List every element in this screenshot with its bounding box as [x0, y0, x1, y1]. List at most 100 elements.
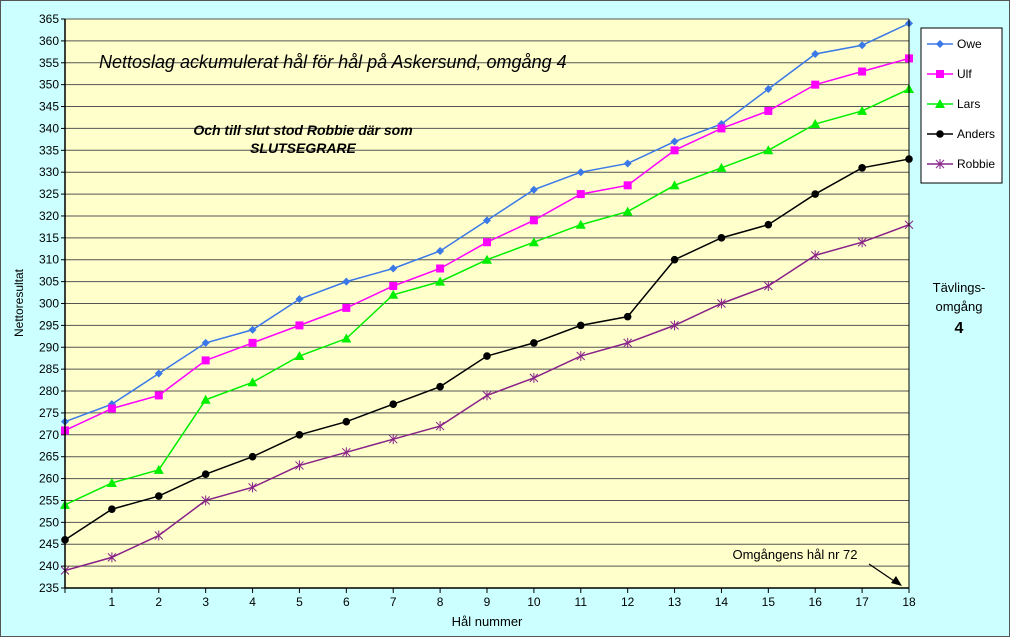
side-label-round-number: 4	[955, 320, 964, 337]
y-tick-label: 235	[39, 581, 59, 595]
legend-label: Owe	[957, 37, 982, 51]
y-tick-label: 265	[39, 450, 59, 464]
data-point	[107, 552, 117, 563]
data-point	[717, 234, 726, 242]
data-point	[669, 180, 680, 190]
data-point	[528, 237, 539, 247]
y-tick-label: 350	[39, 78, 59, 92]
data-point	[388, 434, 398, 445]
data-point	[670, 137, 679, 146]
x-tick-label: 6	[343, 595, 350, 609]
data-point	[201, 338, 210, 347]
series-owe	[61, 19, 913, 426]
x-tick-label: 12	[621, 595, 635, 609]
y-tick-label: 250	[39, 515, 59, 529]
data-point	[295, 431, 304, 439]
data-point	[388, 289, 399, 299]
series-robbie	[60, 219, 914, 576]
data-point	[295, 460, 304, 471]
legend-item-ulf: Ulf	[927, 67, 972, 81]
data-point	[764, 220, 773, 229]
data-point	[763, 280, 773, 291]
series-anders	[61, 155, 913, 544]
y-tick-label: 310	[39, 253, 59, 267]
data-point	[483, 238, 491, 247]
y-tick-label: 315	[39, 231, 59, 245]
data-point	[717, 124, 726, 133]
data-point	[436, 246, 445, 255]
data-point	[576, 168, 585, 177]
data-point	[295, 295, 304, 304]
data-point	[248, 452, 257, 461]
data-point	[247, 377, 258, 387]
legend-item-anders: Anders	[927, 127, 995, 141]
x-axis-label: Hål nummer	[452, 614, 523, 629]
data-point	[342, 303, 351, 312]
data-point	[201, 495, 211, 506]
y-tick-label: 255	[39, 493, 59, 507]
side-label-line-2: omgång	[936, 299, 983, 314]
x-tick-label: 8	[437, 595, 444, 609]
annotation-arrow	[868, 563, 898, 584]
data-point	[201, 356, 210, 365]
y-tick-label: 275	[39, 406, 59, 420]
data-point	[811, 190, 820, 198]
x-tick-label: 4	[249, 595, 256, 609]
legend-item-robbie: Robbie	[927, 157, 995, 171]
legend-item-lars: Lars	[927, 97, 980, 111]
subtitle-line-1: Och till slut stod Robbie där som	[193, 122, 412, 138]
y-tick-label: 260	[39, 472, 59, 486]
data-point	[342, 417, 351, 426]
data-point	[764, 85, 773, 94]
data-point	[670, 146, 679, 155]
chart-title: Nettoslag ackumulerat hål för hål på Ask…	[99, 52, 567, 72]
y-axis-label: Nettoresultat	[12, 268, 26, 337]
y-tick-label: 240	[39, 559, 59, 573]
data-point	[153, 464, 164, 474]
legend-marker	[936, 70, 944, 78]
data-point	[435, 276, 446, 286]
x-tick-label: 2	[155, 595, 162, 609]
data-point	[858, 41, 867, 50]
legend-item-owe: Owe	[927, 37, 982, 51]
data-point	[106, 477, 117, 487]
x-tick-label: 15	[762, 595, 776, 609]
legend-marker	[935, 159, 945, 169]
data-point	[389, 400, 398, 408]
data-point	[529, 372, 539, 383]
data-point	[811, 80, 820, 89]
data-point	[341, 447, 351, 458]
data-point	[810, 119, 821, 129]
data-point	[482, 390, 492, 401]
data-point	[341, 333, 352, 343]
y-tick-label: 320	[39, 209, 59, 223]
y-tick-label: 305	[39, 275, 59, 289]
data-point	[623, 181, 632, 190]
x-tick-label: 14	[715, 595, 729, 609]
y-tick-label: 300	[39, 297, 59, 311]
y-tick-label: 285	[39, 362, 59, 376]
data-point	[810, 250, 820, 261]
y-tick-label: 270	[39, 428, 59, 442]
data-point	[436, 382, 444, 391]
legend-label: Anders	[957, 127, 995, 141]
legend-label: Robbie	[957, 157, 995, 171]
x-tick-label: 18	[902, 595, 916, 609]
data-point	[576, 321, 585, 330]
y-tick-label: 280	[39, 384, 59, 398]
y-tick-label: 360	[39, 34, 59, 48]
data-point	[857, 237, 867, 248]
data-point	[529, 216, 538, 225]
x-tick-label: 1	[109, 595, 116, 609]
side-label-line-1: Tävlings-	[933, 280, 986, 295]
arrowhead-icon	[891, 576, 902, 586]
data-point	[622, 206, 633, 216]
legend-label: Lars	[957, 97, 980, 111]
data-point	[530, 339, 538, 347]
x-tick-label: 16	[809, 595, 823, 609]
x-tick-label: 11	[575, 595, 588, 609]
data-point	[107, 404, 116, 413]
y-tick-label: 340	[39, 121, 59, 135]
